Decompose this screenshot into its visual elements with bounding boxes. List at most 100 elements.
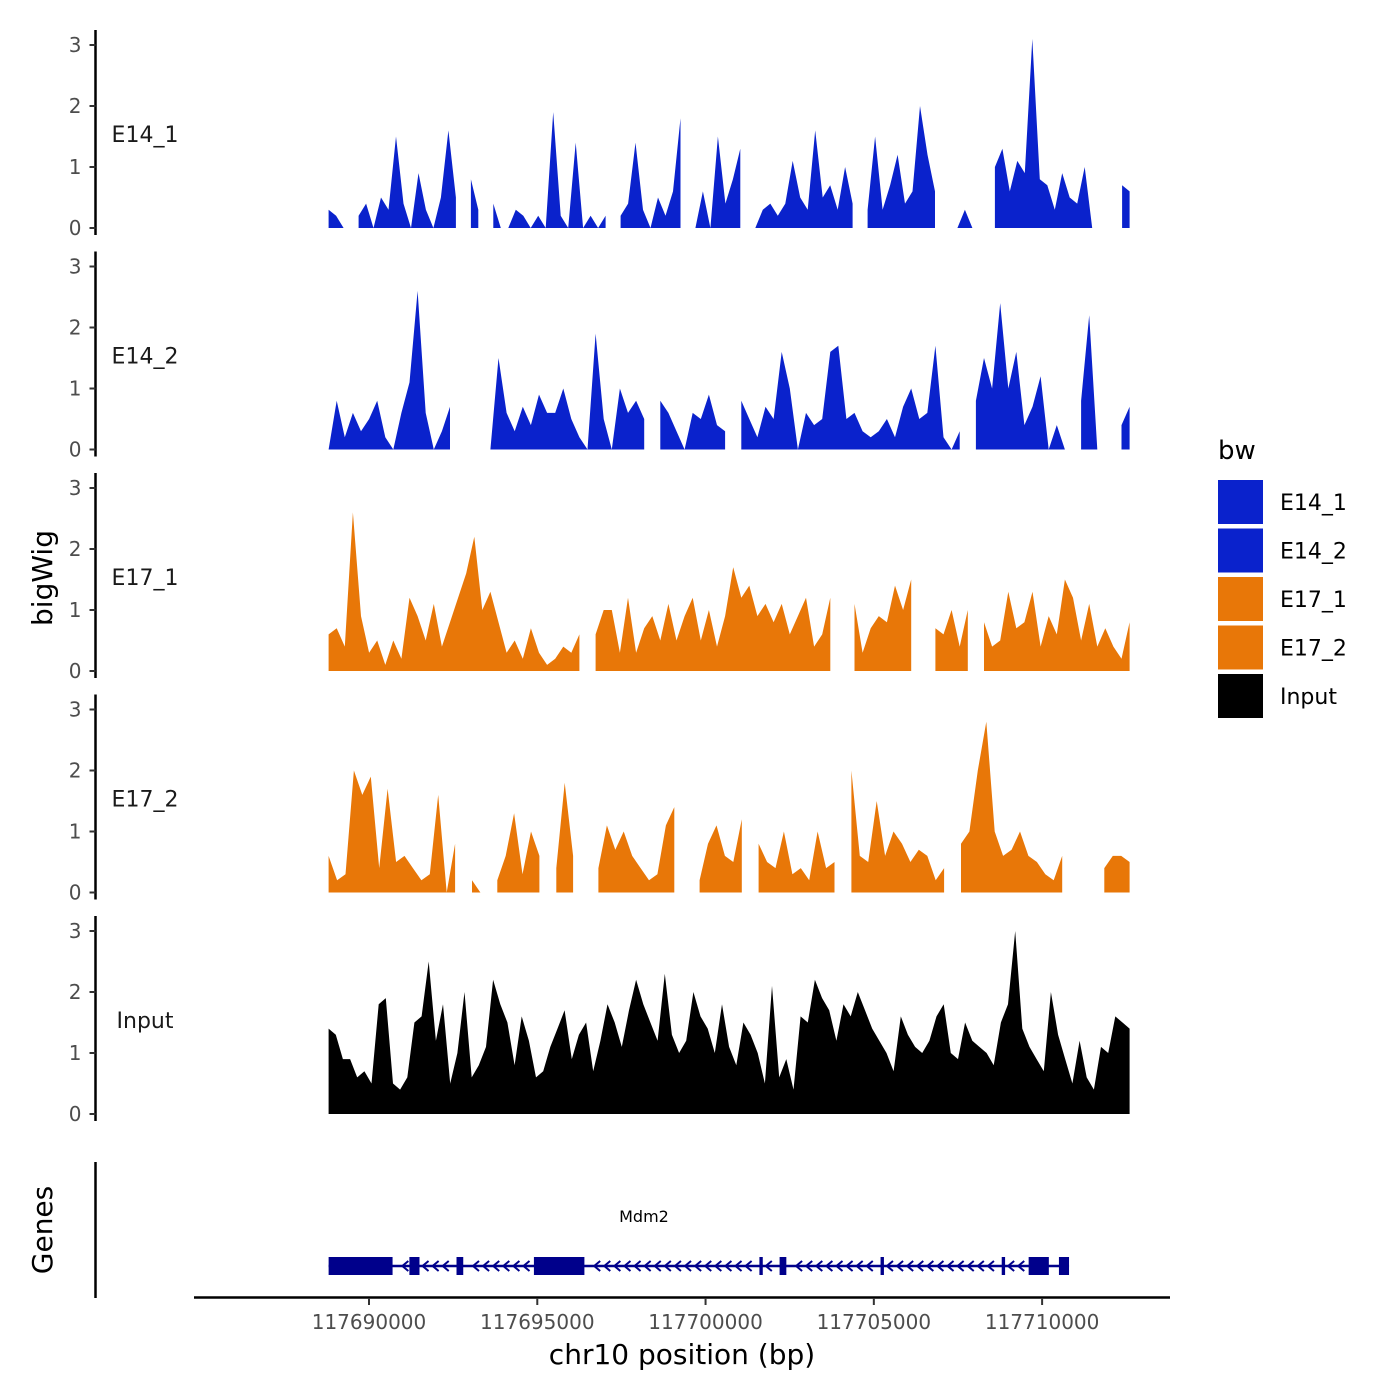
strand-arrow [966,1260,975,1272]
y-tick-label: 3 [69,476,82,500]
legend-label-E14_2: E14_2 [1280,540,1347,565]
legend-label-E17_1: E17_1 [1280,588,1347,613]
x-axis-title: chr10 position (bp) [549,1338,815,1371]
strand-arrow [612,1260,622,1272]
gene-exon [759,1257,763,1275]
strand-arrow [814,1260,823,1272]
strand-arrow [915,1260,924,1272]
x-axis: 117690000 117695000 117700000 117705000 1177… [194,1296,1170,1334]
track-E17_2: 0 1 2 3 E17_2 [69,694,1130,905]
legend-swatch-E17_1 [1218,577,1263,621]
strand-arrow [643,1260,652,1272]
y-tick-label: 1 [69,1041,82,1065]
x-tick-label: 117705000 [817,1310,932,1334]
signal-area-E17_1 [328,512,1130,671]
signal-area-E17_2 [328,721,1130,893]
strand-arrow [683,1260,692,1272]
gene-exon [1058,1257,1070,1275]
track-E17_1: 0 1 2 3 E17_1 [69,473,1130,683]
track-label: Input [117,1009,174,1034]
track-label: E14_1 [112,123,179,148]
strand-arrow [1006,1260,1015,1272]
track-label: E17_1 [112,566,179,591]
strand-arrow [481,1260,490,1272]
strand-arrow [986,1260,995,1272]
y-tick-label: 2 [69,316,82,340]
strand-arrow [956,1260,965,1272]
y-tick-label: 3 [69,919,82,943]
strand-arrow [673,1260,682,1272]
strand-arrow [400,1260,409,1272]
strand-arrow [713,1260,722,1272]
track-label: E14_2 [112,345,179,370]
strand-arrow [845,1260,854,1272]
legend-label-E14_1: E14_1 [1280,491,1347,516]
strand-arrow [855,1260,864,1272]
strand-arrow [925,1260,935,1272]
y-tick-label: 2 [69,94,82,118]
strand-arrow [471,1260,480,1272]
y-tick-label: 1 [69,155,82,179]
strand-arrow [834,1260,844,1272]
strand-arrow [663,1260,672,1272]
y-tick-label: 1 [69,377,82,401]
y-tick-label: 0 [69,659,82,683]
strand-arrow [885,1260,894,1272]
y-tick-label: 1 [69,820,82,844]
strand-arrow [733,1260,743,1272]
gene-exon [328,1257,393,1275]
strand-arrow [431,1260,440,1272]
strand-arrow [441,1260,450,1272]
gene-exon [880,1257,884,1275]
track-label: E17_2 [112,788,179,813]
strand-arrow [511,1260,521,1272]
track-Input: 0 1 2 3 Input [69,916,1130,1126]
track-E14_2: 0 1 2 3 E14_2 [69,251,1130,462]
strand-arrow [804,1260,813,1272]
strand-arrow [491,1260,500,1272]
strand-arrow [592,1260,601,1272]
y-tick-label: 1 [69,598,82,622]
y-tick-label: 0 [69,881,82,905]
y-tick-label: 0 [69,438,82,462]
gene-exon [779,1257,787,1275]
strand-arrow [935,1260,945,1272]
strand-arrow [905,1260,914,1272]
gene-exon [1001,1257,1006,1275]
strand-arrow [693,1260,702,1272]
gene-exon [409,1257,420,1275]
strand-arrow [501,1260,510,1272]
x-tick-label: 117700000 [648,1310,763,1334]
x-tick-label: 117710000 [985,1310,1100,1334]
strand-arrow [764,1260,773,1272]
strand-arrow [824,1260,834,1272]
genes-panel: Genes Mdm2 [26,1162,1070,1298]
y-tick-label: 2 [69,537,82,561]
strand-arrow [420,1260,430,1272]
legend-swatch-Input [1218,674,1263,718]
legend-swatch-E14_1 [1218,480,1263,524]
legend-title: bw [1218,436,1256,466]
strand-arrow [723,1260,733,1272]
strand-arrow [865,1260,874,1272]
strand-arrow [602,1260,611,1272]
y-tick-label: 2 [69,759,82,783]
x-tick-label: 117690000 [312,1310,427,1334]
legend: bw E14_1 E14_2 E17_1 E17_2 Input [1218,436,1347,718]
strand-arrow [976,1260,985,1272]
strand-arrow [1016,1260,1025,1272]
strand-arrow [633,1260,642,1272]
y-axis-title: bigWig [26,530,59,626]
y-tick-label: 0 [69,1102,82,1126]
y-tick-label: 3 [69,255,82,279]
y-tick-label: 0 [69,216,82,240]
signal-area-E14_1 [328,38,1130,229]
strand-arrow [945,1260,955,1272]
signal-area-Input [328,931,1130,1114]
gene-exon [1028,1257,1049,1275]
strand-arrow [521,1260,531,1272]
strand-arrow [653,1260,662,1272]
gene-exon [533,1257,585,1275]
legend-label-E17_2: E17_2 [1280,637,1347,662]
